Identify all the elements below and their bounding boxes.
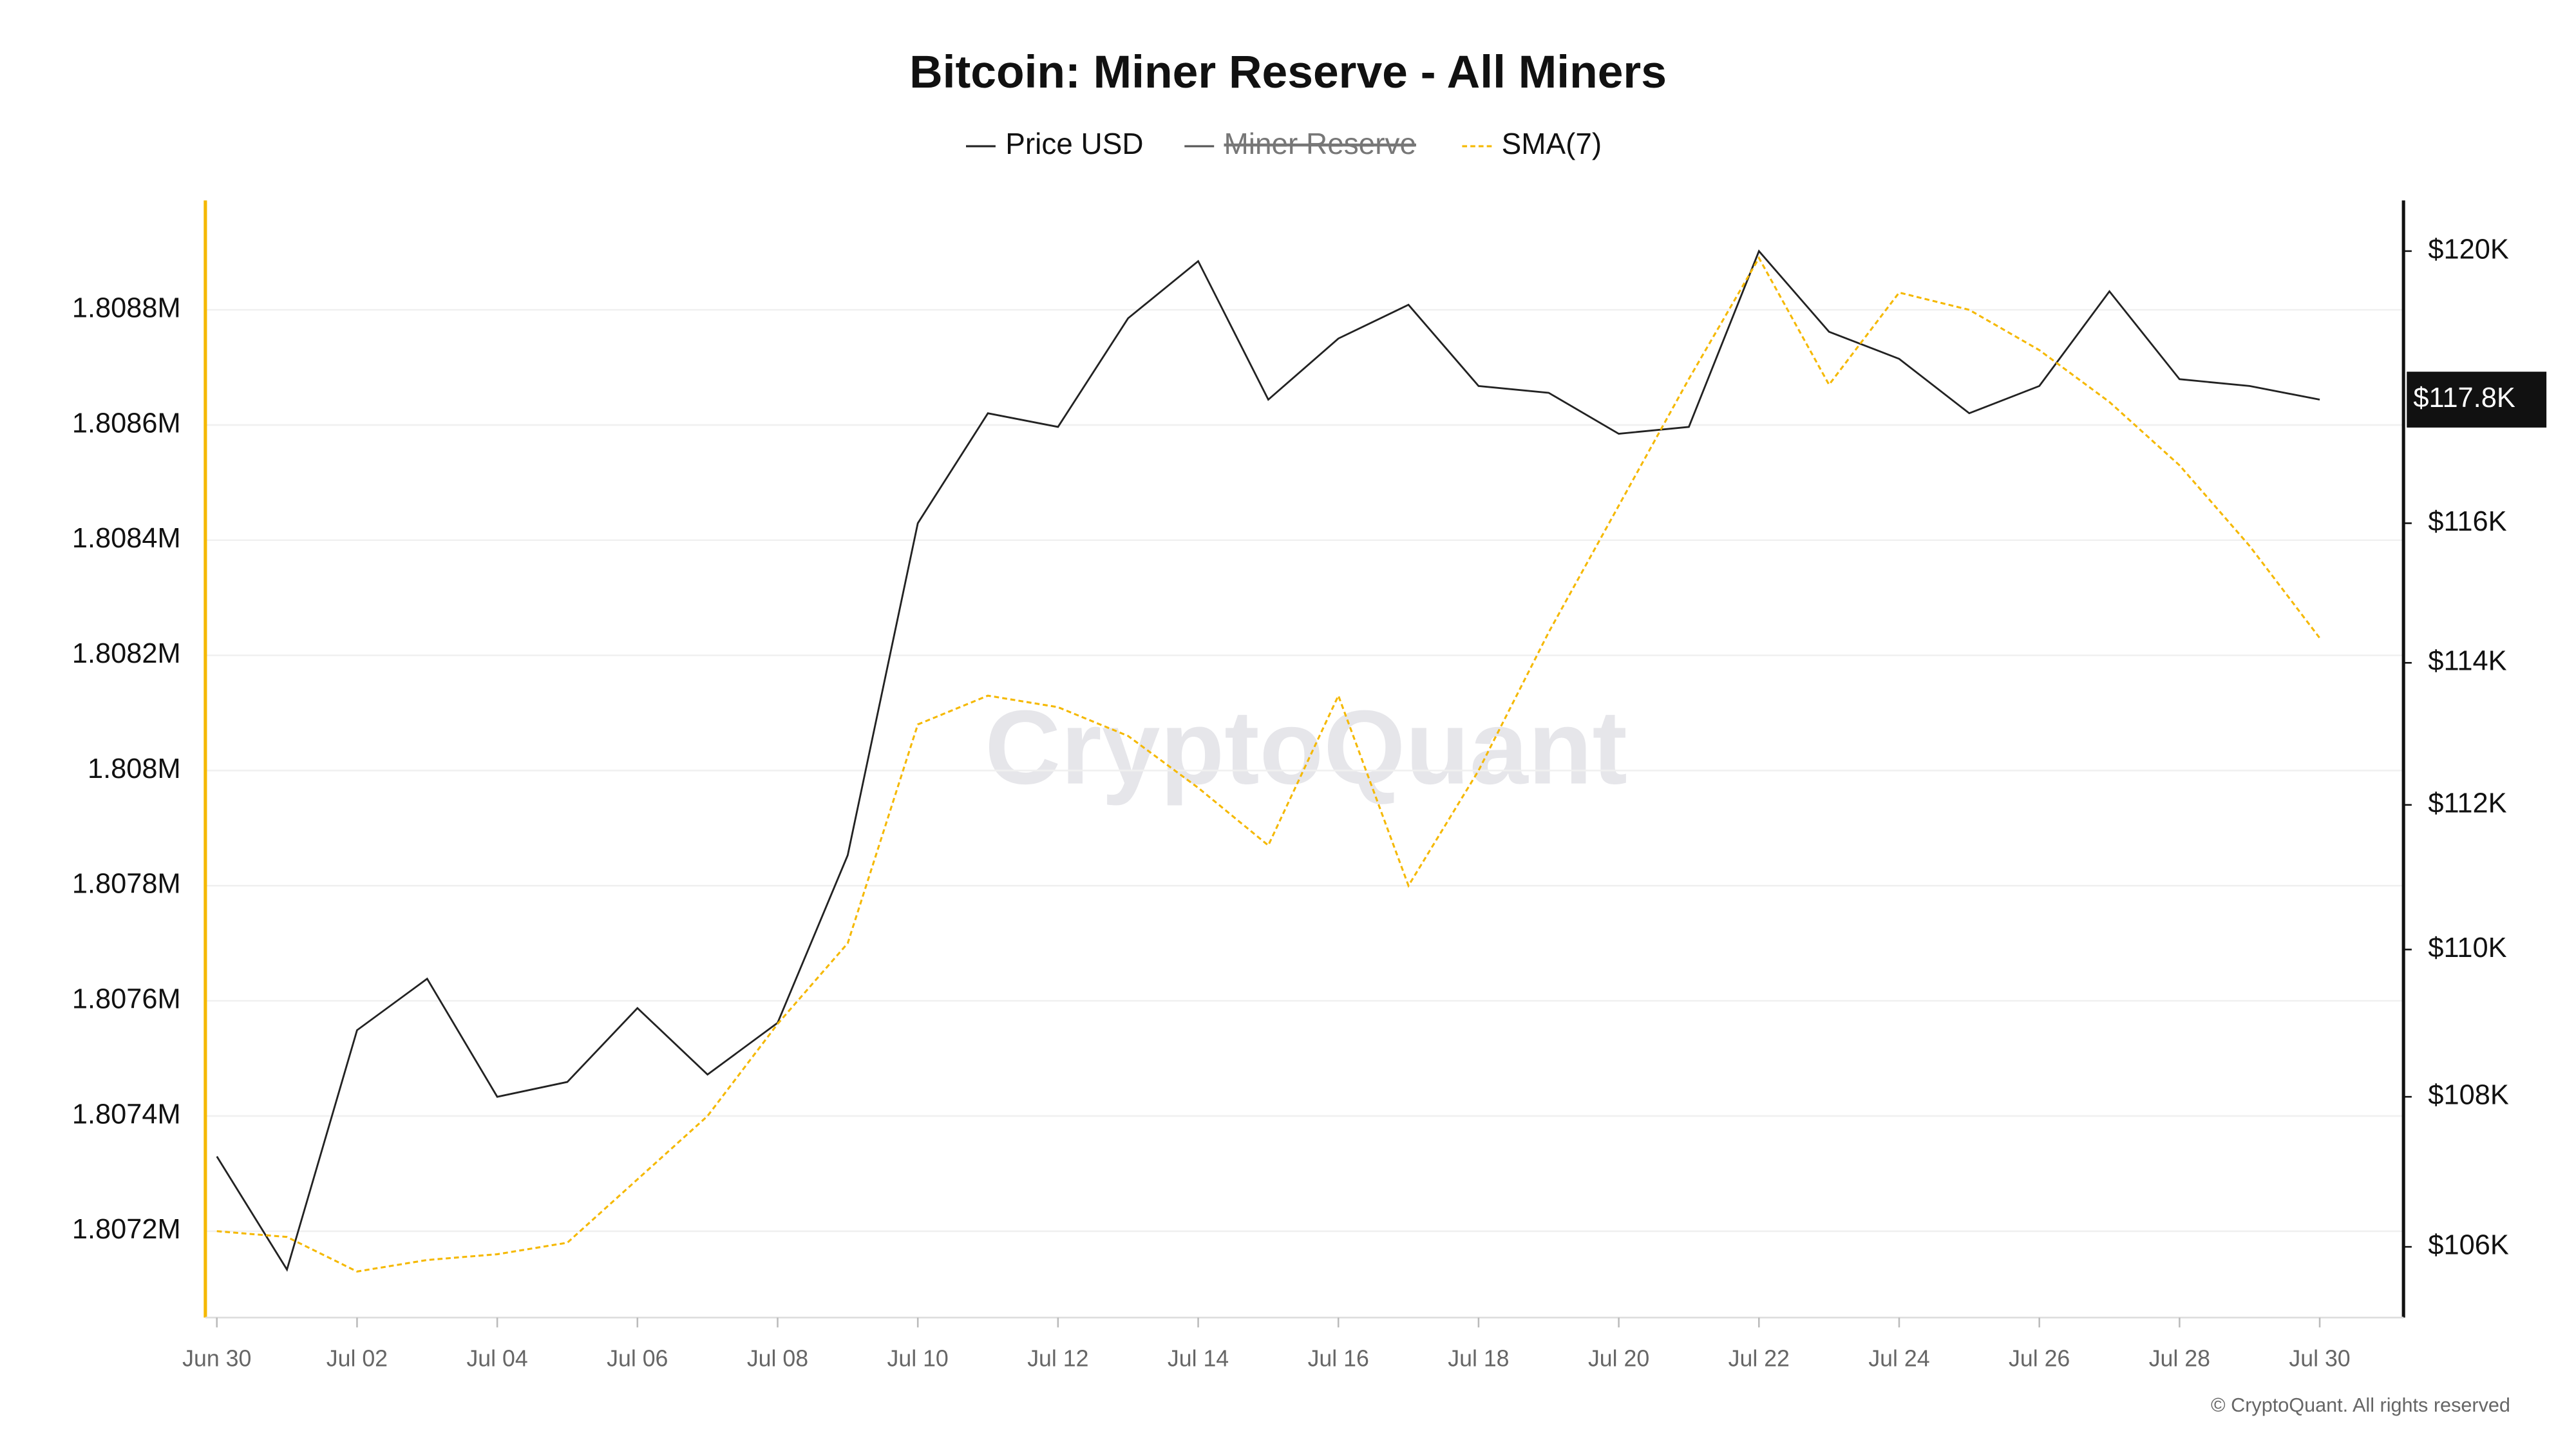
x-tick-label: Jun 30 — [182, 1346, 251, 1372]
current-value-box — [2407, 372, 2547, 428]
x-tick-label: Jul 18 — [1448, 1346, 1509, 1372]
y-tick-label: 1.8082M — [72, 638, 181, 669]
x-tick-label: Jul 26 — [2009, 1346, 2070, 1372]
chart-title: Bitcoin: Miner Reserve - All Miners — [909, 46, 1667, 98]
y-tick-label: 1.8086M — [72, 408, 181, 439]
y2-tick-label: $120K — [2428, 234, 2508, 265]
x-tick-label: Jul 02 — [327, 1346, 388, 1372]
legend-item: SMA(7) — [1462, 127, 1602, 160]
series-line — [216, 249, 2320, 1272]
legend-item: Miner Reserve — [1184, 127, 1416, 160]
y2-tick-label: $106K — [2428, 1230, 2508, 1261]
x-tick-label: Jul 04 — [466, 1346, 527, 1372]
x-tick-label: Jul 28 — [2149, 1346, 2210, 1372]
y2-tick-label: $110K — [2428, 933, 2506, 963]
y2-tick-label: $114K — [2428, 646, 2506, 677]
y2-tick-label: $112K — [2428, 788, 2506, 819]
x-tick-label: Jul 22 — [1728, 1346, 1790, 1372]
x-tick-label: Jul 16 — [1308, 1346, 1369, 1372]
y-tick-label: 1.8074M — [72, 1099, 181, 1130]
legend-label: SMA(7) — [1502, 127, 1602, 160]
y-tick-label: 1.8076M — [72, 984, 181, 1015]
x-tick-label: Jul 12 — [1027, 1346, 1088, 1372]
x-tick-label: Jul 06 — [607, 1346, 668, 1372]
x-tick-label: Jul 08 — [747, 1346, 808, 1372]
x-tick-label: Jul 30 — [2289, 1346, 2350, 1372]
x-tick-label: Jul 14 — [1168, 1346, 1229, 1372]
current-value-label: $117.8K — [2413, 383, 2515, 413]
y2-tick-label: $108K — [2428, 1080, 2508, 1111]
legend-label: Miner Reserve — [1224, 127, 1416, 160]
y-tick-label: 1.808M — [88, 753, 181, 784]
watermark: CryptoQuant — [985, 688, 1627, 806]
y-tick-label: 1.8084M — [72, 523, 181, 554]
legend-label: Price USD — [1005, 127, 1143, 160]
y-tick-label: 1.8078M — [72, 869, 181, 900]
y-tick-label: 1.8072M — [72, 1214, 181, 1245]
legend-item: Price USD — [966, 127, 1144, 160]
y2-tick-label: $116K — [2428, 506, 2506, 537]
x-tick-label: Jul 20 — [1588, 1346, 1649, 1372]
x-tick-label: Jul 10 — [887, 1346, 949, 1372]
x-tick-label: Jul 24 — [1868, 1346, 1929, 1372]
y-tick-label: 1.8088M — [72, 293, 181, 324]
footer: © CryptoQuant. All rights reserved — [2211, 1394, 2510, 1416]
